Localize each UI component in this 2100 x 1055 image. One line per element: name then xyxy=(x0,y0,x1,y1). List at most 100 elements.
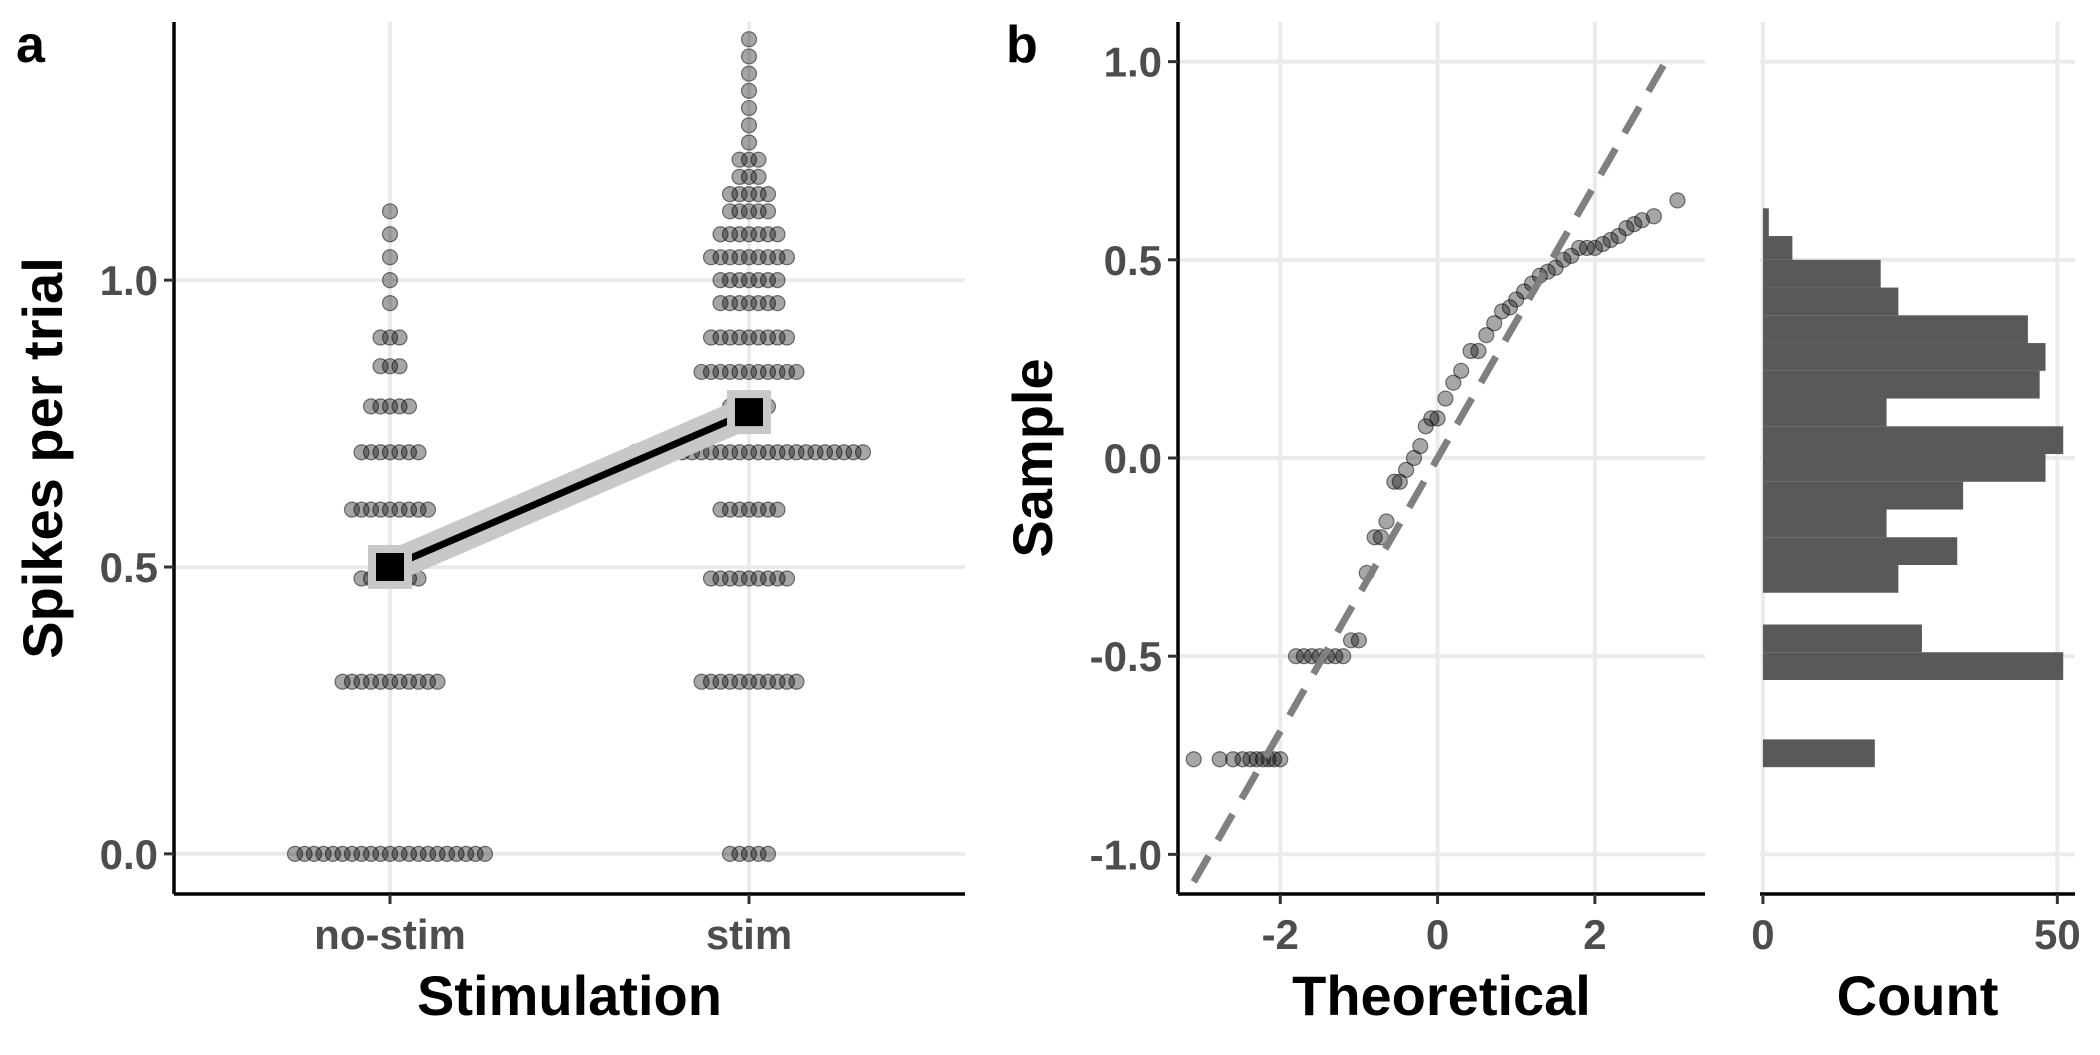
panel-a-y-tick-label: 0.0 xyxy=(100,831,158,878)
panel-a-point xyxy=(381,329,399,346)
panel-a-point xyxy=(353,444,370,461)
panel-a-point xyxy=(712,329,729,346)
panel-a-point xyxy=(750,272,767,289)
histogram-x-axis-title: Count xyxy=(1837,964,1999,1027)
panel-a-point xyxy=(759,203,777,220)
panel-a-point xyxy=(731,168,748,185)
panel-a-point xyxy=(410,444,427,461)
panel-a-point xyxy=(438,845,456,862)
panel-a-point xyxy=(750,151,767,168)
panel-a-mean-line xyxy=(368,390,771,589)
panel-a-point xyxy=(372,444,389,461)
panel-a-point xyxy=(740,48,758,65)
panel-a-point xyxy=(740,31,758,48)
panel-a-point xyxy=(702,249,720,266)
histogram-bar xyxy=(1762,370,2040,399)
panel-a-point xyxy=(740,117,758,134)
panel-a-point xyxy=(740,444,758,461)
panel-a-point xyxy=(740,295,758,312)
panel-a-point xyxy=(854,444,872,461)
panel-a-point xyxy=(750,203,767,220)
panel-a-point xyxy=(353,673,370,690)
panel-a-point xyxy=(721,329,739,346)
panel-a-point xyxy=(740,363,758,381)
panel-a-point xyxy=(731,501,748,518)
panel-b-point xyxy=(1211,751,1228,768)
panel-b-point xyxy=(1555,251,1572,268)
histogram-x-tick-label: 0 xyxy=(1751,911,1774,958)
panel-a-point xyxy=(381,501,399,518)
panel-a-point xyxy=(391,444,408,461)
panel-a-point xyxy=(400,444,418,461)
panel-a-point xyxy=(712,673,729,690)
panel-a-x-axis-title: Stimulation xyxy=(417,964,722,1027)
histogram-x-tick-label: 50 xyxy=(2034,911,2081,958)
panel-a-point xyxy=(759,226,777,243)
panel-a-point xyxy=(750,570,767,587)
panel-a-label: a xyxy=(16,16,46,74)
panel-a-point xyxy=(740,203,758,220)
histogram-bar xyxy=(1762,509,1887,538)
panel-b-reference-line xyxy=(1190,55,1672,884)
panel-a-point xyxy=(731,295,748,312)
panel-a-point xyxy=(343,845,361,862)
panel-a-point xyxy=(816,444,834,461)
panel-a-point xyxy=(769,249,786,266)
panel-a-point xyxy=(381,444,399,461)
panel-b-y-tick-label: -1.0 xyxy=(1090,831,1162,878)
panel-a-point xyxy=(778,673,796,690)
histogram-bar xyxy=(1762,315,2028,344)
panel-a-point xyxy=(731,570,748,587)
panel-b-points xyxy=(1185,192,1686,768)
panel-a-point xyxy=(731,249,748,266)
panel-a-mean-marker xyxy=(735,398,763,427)
panel-a-point xyxy=(731,203,748,220)
panel-b-reference-line-path xyxy=(1190,55,1672,884)
histogram-bar xyxy=(1762,739,1875,768)
panel-a-point xyxy=(702,570,720,587)
panel-a-point xyxy=(778,329,796,346)
histogram-bar xyxy=(1762,624,1922,653)
panel-a-point xyxy=(381,272,399,289)
panel-b-x-axis-title: Theoretical xyxy=(1292,964,1591,1027)
panel-a-point xyxy=(381,358,399,375)
panel-a-point xyxy=(712,444,729,461)
panel-b-point xyxy=(1224,751,1242,768)
panel-a-point xyxy=(362,501,380,518)
panel-a-point xyxy=(334,845,351,862)
panel-a-point xyxy=(343,501,361,518)
panel-b-qq-plot: -1.0 -0.5 0.0 0.5 1.0 -2 0 2 Theoretical Sample xyxy=(1001,22,1705,1027)
panel-a-point xyxy=(712,570,729,587)
panel-a-point xyxy=(750,845,767,862)
panel-a-point xyxy=(769,272,786,289)
panel-a-point xyxy=(759,272,777,289)
histogram-bars xyxy=(1762,208,2064,768)
panel-b-y-axis-title: Sample xyxy=(1001,358,1064,557)
panel-b-point xyxy=(1437,390,1454,407)
panel-a-point xyxy=(750,363,767,381)
panel-a-axes xyxy=(164,22,965,904)
panel-a-point xyxy=(334,673,351,690)
panel-b-point xyxy=(1378,513,1395,530)
panel-a-point xyxy=(769,570,786,587)
panel-a-point xyxy=(721,272,739,289)
panel-b-point xyxy=(1594,235,1611,253)
panel-a-point xyxy=(759,501,777,518)
panel-a-point xyxy=(807,444,824,461)
panel-a-point xyxy=(702,363,720,381)
panel-a-point xyxy=(400,673,418,690)
panel-a-point xyxy=(721,249,739,266)
panel-a-point xyxy=(731,673,748,690)
panel-a-point xyxy=(769,295,786,312)
panel-a-point xyxy=(400,501,418,518)
panel-a-point xyxy=(835,444,853,461)
panel-a-point xyxy=(731,845,748,862)
panel-a-point xyxy=(797,444,815,461)
panel-a-point xyxy=(410,501,427,518)
histogram-bar xyxy=(1762,259,1881,288)
panel-a-point xyxy=(286,845,304,862)
panel-a-point xyxy=(315,845,332,862)
panel-a-point xyxy=(750,444,767,461)
panel-a-point xyxy=(362,444,380,461)
